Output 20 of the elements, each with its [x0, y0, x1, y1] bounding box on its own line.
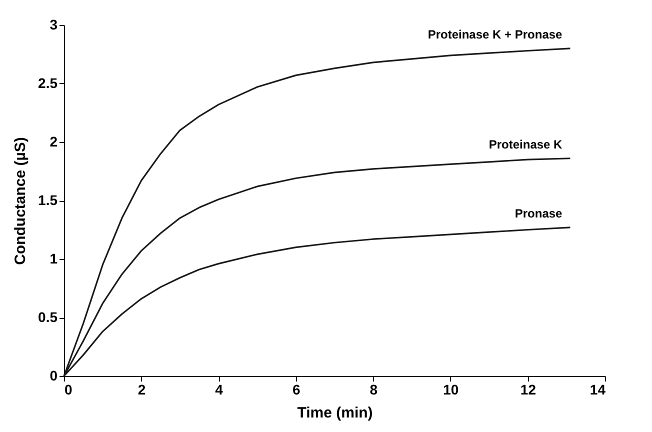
series-label: Proteinase K + Pronase: [428, 27, 563, 42]
x-tick-label: 14: [590, 382, 606, 398]
y-tick-label: 0: [50, 368, 58, 384]
x-tick-label: 10: [443, 382, 459, 398]
x-axis-title: Time (min): [297, 404, 373, 422]
x-tick-label: 6: [292, 382, 300, 398]
x-tick-label: 8: [370, 382, 378, 398]
x-tick-label: 4: [215, 382, 224, 398]
y-axis-title: Conductance (µS): [12, 137, 30, 265]
y-tick-label: 1: [50, 250, 58, 266]
x-tick-label: 12: [520, 382, 536, 398]
x-tick-label: 2: [138, 382, 146, 398]
y-tick-label: 1.5: [38, 192, 58, 208]
y-tick-label: 0.5: [38, 309, 58, 325]
x-tick-label: 0: [64, 382, 72, 398]
y-tick-label: 3: [50, 16, 58, 32]
series-label: Pronase: [514, 206, 563, 220]
series-label: Proteinase K: [488, 137, 563, 152]
y-tick-label: 2.5: [38, 75, 58, 91]
y-tick-label: 2: [50, 134, 58, 150]
